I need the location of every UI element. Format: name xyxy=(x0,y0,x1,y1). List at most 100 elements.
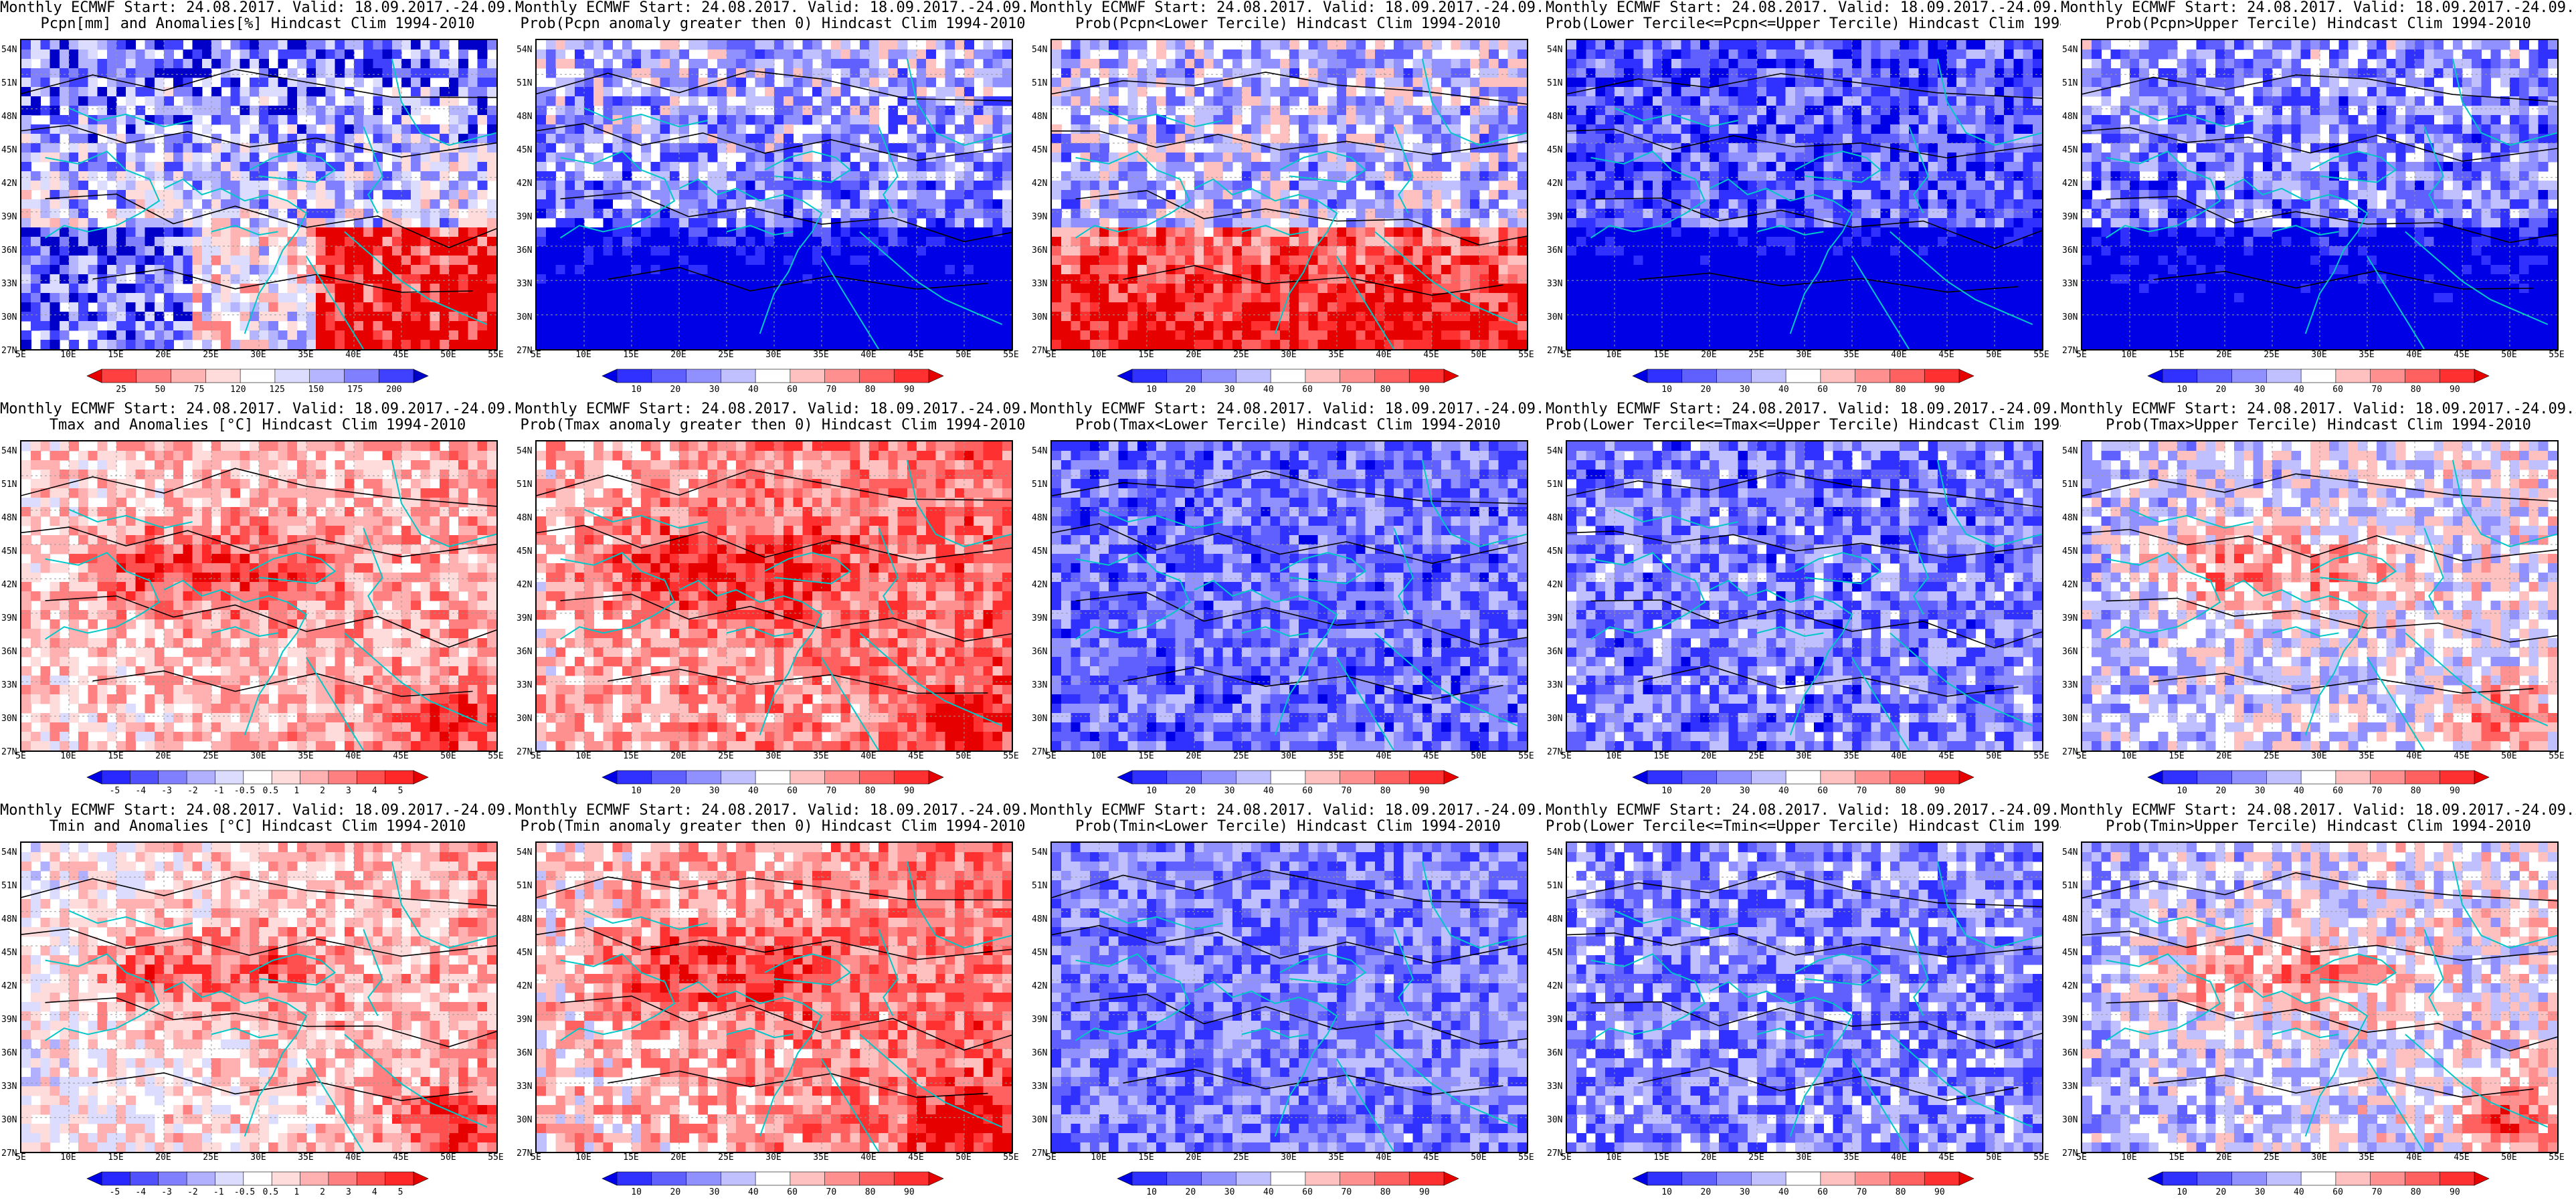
lat-tick-label: 48N xyxy=(1547,112,1562,121)
colorbar-swatch xyxy=(86,369,102,383)
lon-tick-label: 20E xyxy=(2216,1153,2231,1162)
lat-tick-label: 42N xyxy=(2062,179,2078,188)
forecast-map xyxy=(1566,440,2043,752)
panel-title-line1: Monthly ECMWF Start: 24.08.2017. Valid: … xyxy=(515,803,1030,819)
colorbar-swatch xyxy=(1716,1171,1752,1186)
lon-tick-label: 25E xyxy=(1748,752,1764,761)
colorbar-swatch xyxy=(893,770,929,785)
colorbar-swatch xyxy=(1820,770,1856,785)
colorbar-swatch xyxy=(2405,770,2441,785)
colorbar-label: -5 xyxy=(110,1188,120,1197)
lat-tick-label: 36N xyxy=(1,647,17,656)
lat-tick-label: 36N xyxy=(1,1049,17,1058)
lon-tick-label: 30E xyxy=(1796,752,1811,761)
lat-tick-label: 45N xyxy=(517,547,532,556)
lon-tick-label: 55E xyxy=(488,1153,503,1162)
colorbar-swatch xyxy=(243,1171,272,1186)
lon-tick-label: 30E xyxy=(765,350,781,359)
lat-tick-label: 54N xyxy=(1032,848,1047,857)
forecast-map xyxy=(2081,39,2559,350)
lon-tick-label: 30E xyxy=(2311,752,2326,761)
colorbar-swatch xyxy=(130,770,159,785)
colorbar-label: -1 xyxy=(213,1188,224,1197)
colorbar-label: 60 xyxy=(1817,787,1828,795)
colorbar-label: 40 xyxy=(1778,385,1789,394)
lat-tick-label: 54N xyxy=(1,45,17,54)
lon-tick-label: 25E xyxy=(1748,350,1764,359)
lat-tick-label: 51N xyxy=(1,480,17,489)
lon-tick-label: 15E xyxy=(1138,752,1154,761)
lon-tick-label: 10E xyxy=(1606,752,1621,761)
forecast-map xyxy=(1566,841,2043,1153)
colorbar-swatch xyxy=(1408,770,1445,785)
lon-tick-label: 20E xyxy=(1701,350,1716,359)
colorbar-swatch xyxy=(2147,1171,2163,1186)
lat-tick-label: 27N xyxy=(517,748,532,757)
colorbar-label: 90 xyxy=(1419,385,1430,394)
lat-tick-label: 42N xyxy=(1,179,17,188)
lat-tick-label: 39N xyxy=(1547,1015,1562,1024)
colorbar-label: 80 xyxy=(1896,1188,1906,1197)
lat-tick-label: 36N xyxy=(1032,246,1047,255)
lat-tick-label: 51N xyxy=(1032,480,1047,489)
lon-tick-label: 25E xyxy=(203,350,218,359)
lon-tick-label: 55E xyxy=(488,350,503,359)
colorbar-swatch xyxy=(328,1171,358,1186)
lon-tick-label: 50E xyxy=(2501,752,2516,761)
lat-tick-label: 42N xyxy=(1547,179,1562,188)
lat-tick-label: 42N xyxy=(1032,982,1047,991)
lat-tick-label: 51N xyxy=(1,79,17,88)
lon-tick-label: 40E xyxy=(345,1153,361,1162)
colorbar-swatch xyxy=(824,770,860,785)
lon-tick-label: 45E xyxy=(2454,1153,2469,1162)
forecast-panel: Monthly ECMWF Start: 24.08.2017. Valid: … xyxy=(1030,0,1546,401)
colorbar-swatch xyxy=(2439,369,2475,383)
lat-tick-label: 54N xyxy=(1032,45,1047,54)
colorbar-label: 175 xyxy=(347,385,363,394)
lat-tick-label: 33N xyxy=(1547,1082,1562,1091)
colorbar-swatch xyxy=(385,1171,414,1186)
colorbar-label: 25 xyxy=(116,385,126,394)
lat-tick-label: 27N xyxy=(2062,748,2078,757)
lon-tick-label: 5E xyxy=(1561,1153,1572,1162)
panel-title-line2: Pcpn[mm] and Anomalies[%] Hindcast Clim … xyxy=(0,16,515,32)
lat-tick-label: 48N xyxy=(1032,112,1047,121)
lat-tick-label: 51N xyxy=(2062,882,2078,890)
lon-tick-label: 50E xyxy=(1471,752,1486,761)
colorbar-label: 50 xyxy=(155,385,166,394)
lon-tick-label: 50E xyxy=(1986,1153,2001,1162)
colorbar-swatch xyxy=(2147,770,2163,785)
panel-title: Monthly ECMWF Start: 24.08.2017. Valid: … xyxy=(515,0,1030,32)
lon-tick-label: 30E xyxy=(2311,1153,2326,1162)
colorbar-swatch xyxy=(1632,1171,1648,1186)
colorbar-swatch xyxy=(1305,369,1341,383)
colorbar-label: 3 xyxy=(346,1188,351,1197)
colorbar-swatch xyxy=(1443,770,1459,785)
colorbar-label: 40 xyxy=(1263,1188,1274,1197)
lon-tick-label: 30E xyxy=(1281,752,1296,761)
lat-tick-label: 54N xyxy=(2062,447,2078,456)
lat-tick-label: 42N xyxy=(2062,581,2078,589)
forecast-map xyxy=(1050,440,1528,752)
colorbar-label: 90 xyxy=(2450,787,2460,795)
lat-tick-label: 54N xyxy=(1,848,17,857)
forecast-panel: Monthly ECMWF Start: 24.08.2017. Valid: … xyxy=(1546,803,2061,1204)
lon-tick-label: 25E xyxy=(1233,1153,1249,1162)
colorbar xyxy=(1632,369,1974,383)
colorbar-swatch xyxy=(101,770,131,785)
colorbar-swatch xyxy=(2197,1171,2233,1186)
lat-tick-label: 48N xyxy=(1,112,17,121)
colorbar-label: 70 xyxy=(1342,1188,1352,1197)
colorbar-swatch xyxy=(1681,770,1718,785)
colorbar-swatch xyxy=(186,770,216,785)
lat-tick-label: 33N xyxy=(1032,1082,1047,1091)
colorbar-swatch xyxy=(378,369,414,383)
lon-tick-label: 35E xyxy=(2359,350,2374,359)
colorbar-swatch xyxy=(1924,770,1960,785)
colorbar-swatch xyxy=(2231,770,2268,785)
lat-tick-label: 39N xyxy=(2062,614,2078,623)
lat-tick-label: 45N xyxy=(1032,948,1047,957)
lat-tick-label: 51N xyxy=(517,79,532,88)
lat-tick-label: 33N xyxy=(2062,1082,2078,1091)
colorbar-swatch xyxy=(2266,770,2302,785)
